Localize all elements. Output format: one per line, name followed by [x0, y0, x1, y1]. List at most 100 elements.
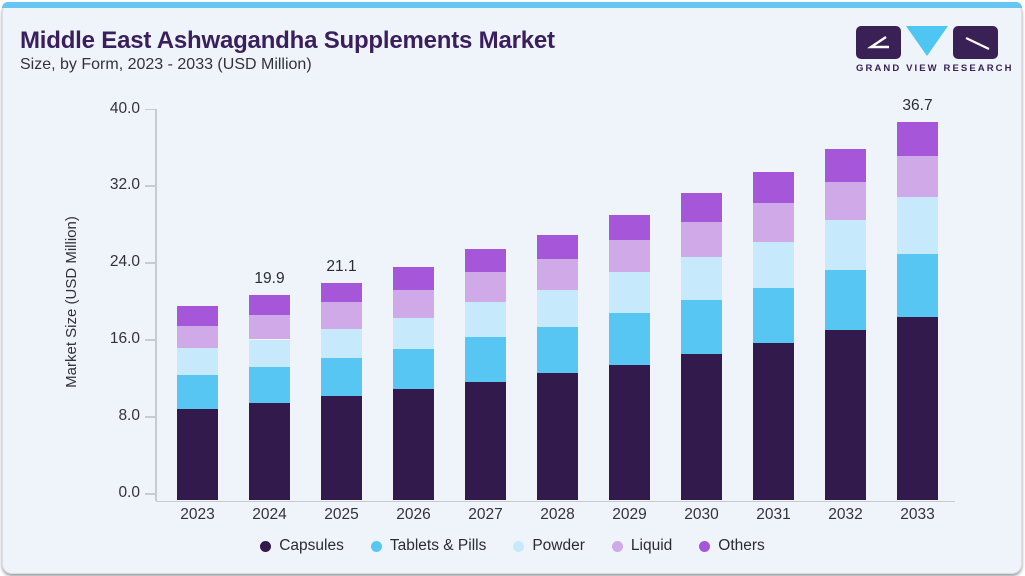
legend-item-liquid: Liquid — [611, 537, 672, 555]
legend-item-tablets-pills: Tablets & Pills — [370, 537, 487, 555]
x-tick-label: 2024 — [252, 506, 287, 523]
bar-segment-powder — [321, 329, 362, 359]
bar-segment-liquid — [537, 259, 578, 290]
bar-segment-tablets-pills — [537, 327, 578, 373]
bar-segment-others — [537, 235, 578, 259]
logo-v-triangle-icon — [906, 26, 948, 56]
bar-segment-liquid — [249, 314, 290, 340]
bar-segment-powder — [825, 219, 866, 271]
bar-segment-powder — [681, 256, 722, 301]
y-tick-label: 8.0 — [118, 407, 140, 425]
legend-label: Powder — [532, 537, 585, 554]
logo-r-block-icon — [953, 26, 998, 59]
y-tick — [145, 185, 156, 187]
y-tick-label: 40.0 — [109, 99, 140, 117]
bar-total-label: 36.7 — [902, 96, 933, 114]
legend-swatch-icon — [611, 540, 623, 552]
x-tick-label: 2029 — [612, 506, 647, 523]
x-tick-label: 2028 — [540, 506, 575, 523]
bar-segment-liquid — [465, 272, 506, 303]
legend-swatch-icon — [513, 540, 525, 552]
bar-segment-tablets-pills — [681, 300, 722, 354]
x-tick-label: 2023 — [180, 506, 215, 523]
bar-segment-others — [681, 192, 722, 222]
bar-segment-liquid — [681, 221, 722, 257]
bar-segment-tablets-pills — [321, 358, 362, 397]
legend-item-powder: Powder — [513, 537, 585, 555]
bar-segment-others — [609, 214, 650, 241]
page-title: Middle East Ashwagandha Supplements Mark… — [20, 27, 555, 54]
legend: Capsules Tablets & Pills Powder Liquid Other… — [0, 537, 1025, 555]
bar-segment-powder — [465, 302, 506, 338]
x-tick-label: 2033 — [900, 506, 935, 523]
bar-segment-capsules — [609, 365, 650, 501]
bar-segment-liquid — [321, 302, 362, 330]
logo-text: GRAND VIEW RESEARCH — [856, 63, 1014, 74]
bar-group-2029 — [609, 214, 650, 501]
bar-segment-powder — [177, 347, 218, 375]
legend-item-capsules: Capsules — [260, 537, 344, 555]
bar-segment-capsules — [177, 408, 218, 501]
legend-label: Tablets & Pills — [389, 537, 487, 554]
grand-view-research-logo: GRAND VIEW RESEARCH — [856, 26, 1014, 74]
bar-segment-tablets-pills — [753, 287, 794, 343]
bar-segment-others — [465, 248, 506, 273]
x-tick-label: 2026 — [396, 506, 431, 523]
bar-segment-liquid — [177, 326, 218, 348]
bar-segment-others — [321, 282, 362, 303]
x-tick-label: 2030 — [684, 506, 719, 523]
y-tick — [145, 493, 156, 495]
bar-segment-others — [177, 306, 218, 327]
bar-group-2032 — [825, 148, 866, 501]
bar-group-2024 — [249, 295, 290, 501]
bar-segment-capsules — [249, 403, 290, 501]
y-axis-line — [155, 108, 157, 501]
bar-segment-others — [825, 148, 866, 182]
bar-segment-liquid — [393, 289, 434, 318]
bar-segment-others — [249, 295, 290, 315]
legend-item-others: Others — [699, 537, 765, 555]
bar-segment-powder — [609, 272, 650, 313]
page-subtitle: Size, by Form, 2023 - 2033 (USD Million) — [20, 56, 312, 73]
bar-segment-powder — [249, 339, 290, 368]
y-tick — [145, 262, 156, 264]
bar-segment-powder — [753, 242, 794, 288]
bar-segment-liquid — [753, 203, 794, 243]
bar-segment-others — [753, 172, 794, 204]
y-tick — [145, 416, 156, 418]
bar-segment-powder — [897, 197, 938, 254]
bar-segment-tablets-pills — [393, 348, 434, 390]
bar-segment-capsules — [825, 330, 866, 501]
bar-segment-tablets-pills — [465, 337, 506, 382]
bar-segment-tablets-pills — [825, 270, 866, 331]
x-tick-label: 2025 — [324, 506, 359, 523]
bar-group-2030 — [681, 192, 722, 501]
legend-label: Others — [718, 537, 765, 554]
bar-segment-capsules — [393, 389, 434, 501]
legend-swatch-icon — [260, 540, 272, 552]
y-axis-title: Market Size (USD Million) — [63, 216, 80, 388]
bar-segment-tablets-pills — [249, 367, 290, 404]
legend-swatch-icon — [699, 540, 711, 552]
y-tick-label: 32.0 — [109, 176, 140, 194]
y-tick-label: 0.0 — [118, 484, 140, 501]
legend-swatch-icon — [370, 540, 382, 552]
bar-segment-others — [897, 121, 938, 156]
bar-group-2031 — [753, 172, 794, 501]
x-axis-line — [156, 500, 955, 502]
bar-total-label: 19.9 — [254, 270, 285, 288]
bar-segment-capsules — [753, 342, 794, 501]
bar-segment-liquid — [897, 155, 938, 198]
bar-segment-capsules — [897, 316, 938, 501]
x-tick-label: 2027 — [468, 506, 503, 523]
accent-top-bar — [2, 2, 1022, 8]
bar-segment-capsules — [537, 372, 578, 501]
bar-group-2033 — [897, 121, 938, 501]
legend-label: Capsules — [279, 537, 344, 554]
bar-group-2028 — [537, 235, 578, 501]
bar-total-label: 21.1 — [326, 257, 357, 275]
bar-segment-liquid — [825, 181, 866, 220]
bar-group-2025 — [321, 282, 362, 501]
y-tick — [145, 108, 156, 110]
